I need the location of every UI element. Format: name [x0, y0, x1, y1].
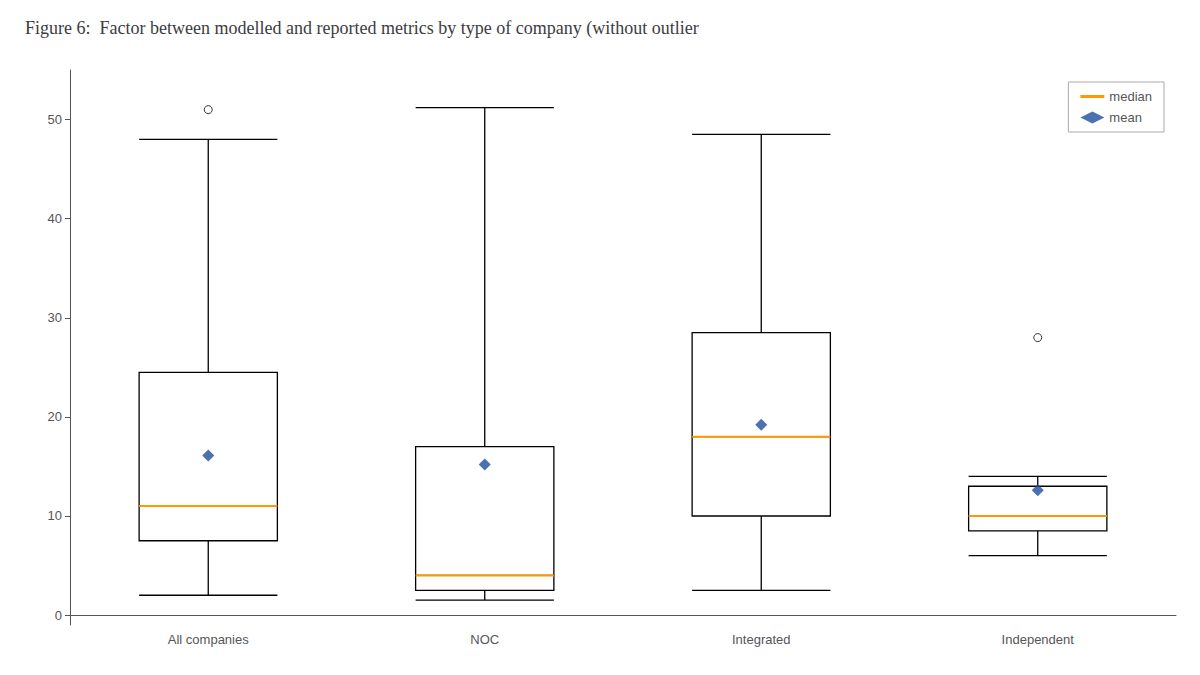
- svg-text:median: median: [1109, 89, 1152, 104]
- svg-text:0: 0: [55, 608, 62, 623]
- svg-text:40: 40: [48, 211, 62, 226]
- svg-text:All companies: All companies: [168, 632, 249, 647]
- svg-text:Integrated: Integrated: [732, 632, 791, 647]
- svg-text:50: 50: [48, 112, 62, 127]
- svg-text:Independent: Independent: [1002, 632, 1075, 647]
- svg-text:10: 10: [48, 508, 62, 523]
- svg-text:Figure 6: Factor between mode: Figure 6: Factor between modelled and re…: [25, 18, 699, 39]
- svg-text:30: 30: [48, 310, 62, 325]
- svg-text:NOC: NOC: [470, 632, 499, 647]
- svg-text:20: 20: [48, 409, 62, 424]
- svg-text:mean: mean: [1109, 110, 1142, 125]
